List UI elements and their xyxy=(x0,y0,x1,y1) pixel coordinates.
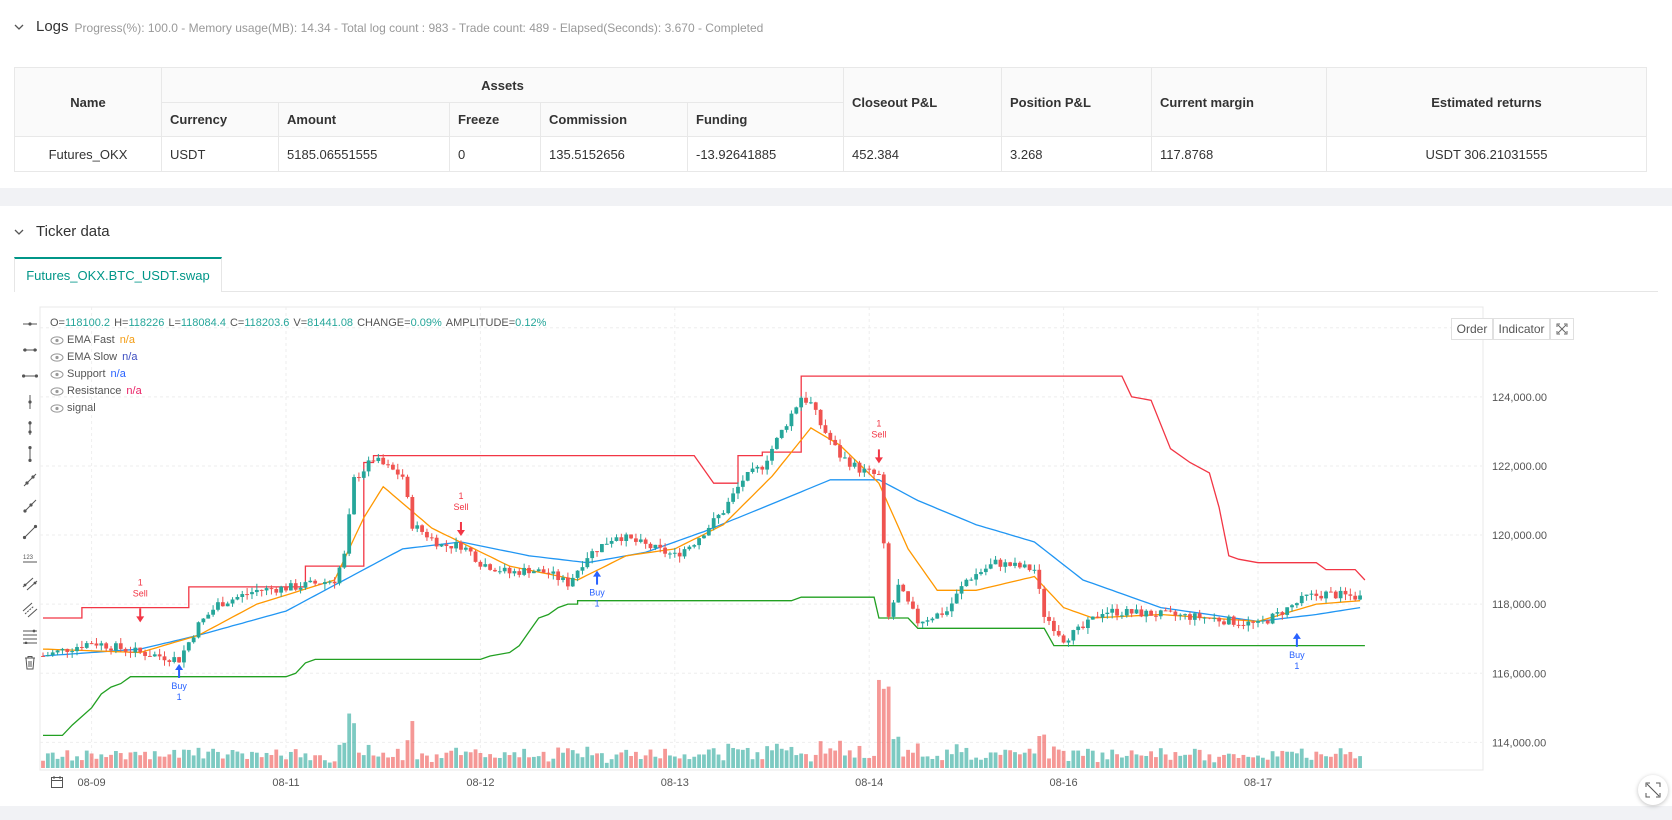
legend-name: Resistance xyxy=(67,385,122,397)
logs-title: Logs xyxy=(36,18,69,35)
ohlc-amp-label: AMPLITUDE= xyxy=(445,317,516,329)
table-row: Futures_OKX USDT 5185.06551555 0 135.515… xyxy=(14,136,1647,172)
ohlc-close: 118203.6 xyxy=(244,317,290,329)
legend-item-ema-slow[interactable]: EMA Slow n/a xyxy=(50,351,137,363)
eye-icon[interactable] xyxy=(50,386,64,396)
ohlc-high: 118226 xyxy=(128,317,165,329)
ticker-header[interactable]: Ticker data xyxy=(14,223,110,240)
header-estimated-returns: Estimated returns xyxy=(1326,67,1647,137)
segment-line-icon[interactable] xyxy=(20,522,40,542)
ohlc-c-label: C= xyxy=(229,317,245,329)
calendar-icon[interactable] xyxy=(50,775,64,789)
cell-position-pnl: 3.268 xyxy=(1001,136,1152,172)
legend-name: signal xyxy=(67,402,96,414)
trend-line-icon[interactable] xyxy=(20,470,40,490)
eye-icon[interactable] xyxy=(50,403,64,413)
logs-status: Progress(%): 100.0 - Memory usage(MB): 1… xyxy=(74,20,764,35)
header-closeout-pnl: Closeout P&L xyxy=(843,67,1002,137)
order-button[interactable]: Order xyxy=(1451,318,1493,340)
header-assets: Assets xyxy=(161,67,844,103)
legend-item-resistance[interactable]: Resistance n/a xyxy=(50,385,142,397)
cell-amount: 5185.06551555 xyxy=(278,136,450,172)
tab-divider xyxy=(222,291,1658,292)
chevron-down-icon[interactable] xyxy=(14,22,24,32)
ohlc-amplitude: 0.12% xyxy=(515,317,547,329)
header-amount: Amount xyxy=(278,102,450,137)
header-name: Name xyxy=(14,67,162,137)
cell-funding: -13.92641885 xyxy=(687,136,844,172)
assets-table: Name Assets Closeout P&L Position P&L Cu… xyxy=(14,67,1647,172)
tab-futures-okx-btc-usdt-swap[interactable]: Futures_OKX.BTC_USDT.swap xyxy=(14,257,222,292)
trash-icon[interactable] xyxy=(20,652,40,672)
fullscreen-icon[interactable] xyxy=(1550,318,1574,340)
ticker-panel: Ticker data Futures_OKX.BTC_USDT.swap xyxy=(0,206,1672,806)
legend-value: n/a xyxy=(122,351,138,363)
ray-line-icon[interactable] xyxy=(20,496,40,516)
cell-current-margin: 117.8768 xyxy=(1151,136,1327,172)
ohlc-readout: O= 118100.2 H= 118226 L= 118084.4 C= 118203.… xyxy=(50,317,546,329)
header-position-pnl: Position P&L xyxy=(1001,67,1152,137)
svg-text:123: 123 xyxy=(23,555,34,561)
ohlc-change: 0.09% xyxy=(410,317,442,329)
ohlc-low: 118084.4 xyxy=(180,317,226,329)
scroll-top-button[interactable] xyxy=(1638,775,1668,805)
price-channel-icon[interactable] xyxy=(20,600,40,620)
indicator-button[interactable]: Indicator xyxy=(1493,318,1550,340)
legend-item-ema-fast[interactable]: EMA Fast n/a xyxy=(50,334,135,346)
eye-icon[interactable] xyxy=(50,352,64,362)
chevron-down-icon[interactable] xyxy=(14,227,24,237)
ticker-title: Ticker data xyxy=(36,223,110,240)
legend-item-support[interactable]: Support n/a xyxy=(50,368,126,380)
ohlc-o-label: O= xyxy=(50,317,65,329)
price-line-icon[interactable]: 123 xyxy=(20,548,40,568)
header-freeze: Freeze xyxy=(449,102,541,137)
legend-name: EMA Slow xyxy=(67,351,118,363)
fib-retracement-icon[interactable] xyxy=(20,626,40,646)
cell-estimated-returns: USDT 306.21031555 xyxy=(1326,136,1647,172)
extended-line-icon[interactable] xyxy=(20,366,40,386)
eye-icon[interactable] xyxy=(50,369,64,379)
cell-currency: USDT xyxy=(161,136,279,172)
ohlc-change-label: CHANGE= xyxy=(357,317,411,329)
ohlc-volume: 81441.08 xyxy=(307,317,354,329)
ohlc-h-label: H= xyxy=(114,317,129,329)
horizontal-line-icon[interactable] xyxy=(20,314,40,334)
header-current-margin: Current margin xyxy=(1151,67,1327,137)
legend-name: Support xyxy=(67,368,106,380)
ohlc-open: 118100.2 xyxy=(64,317,111,329)
eye-icon[interactable] xyxy=(50,335,64,345)
legend-value: n/a xyxy=(126,385,142,397)
header-funding: Funding xyxy=(687,102,844,137)
logs-header[interactable]: Logs Progress(%): 100.0 - Memory usage(M… xyxy=(14,18,763,35)
cell-commission: 135.5152656 xyxy=(540,136,688,172)
expand-icon xyxy=(1645,782,1661,798)
parallel-channel-icon[interactable] xyxy=(20,574,40,594)
cell-freeze: 0 xyxy=(449,136,541,172)
legend-item-signal[interactable]: signal xyxy=(50,402,96,414)
logs-panel: Logs Progress(%): 100.0 - Memory usage(M… xyxy=(0,0,1672,188)
vertical-ray-icon[interactable] xyxy=(20,418,40,438)
header-currency: Currency xyxy=(161,102,279,137)
header-commission: Commission xyxy=(540,102,688,137)
legend-name: EMA Fast xyxy=(67,334,115,346)
cell-name: Futures_OKX xyxy=(14,136,162,172)
vertical-extended-icon[interactable] xyxy=(20,444,40,464)
horizontal-ray-icon[interactable] xyxy=(20,340,40,360)
cell-closeout-pnl: 452.384 xyxy=(843,136,1002,172)
ohlc-v-label: V= xyxy=(293,317,308,329)
legend-value: n/a xyxy=(110,368,126,380)
ohlc-l-label: L= xyxy=(168,317,181,329)
vertical-line-icon[interactable] xyxy=(20,392,40,412)
drawing-toolbar: 123 xyxy=(14,307,44,707)
legend-value: n/a xyxy=(119,334,135,346)
